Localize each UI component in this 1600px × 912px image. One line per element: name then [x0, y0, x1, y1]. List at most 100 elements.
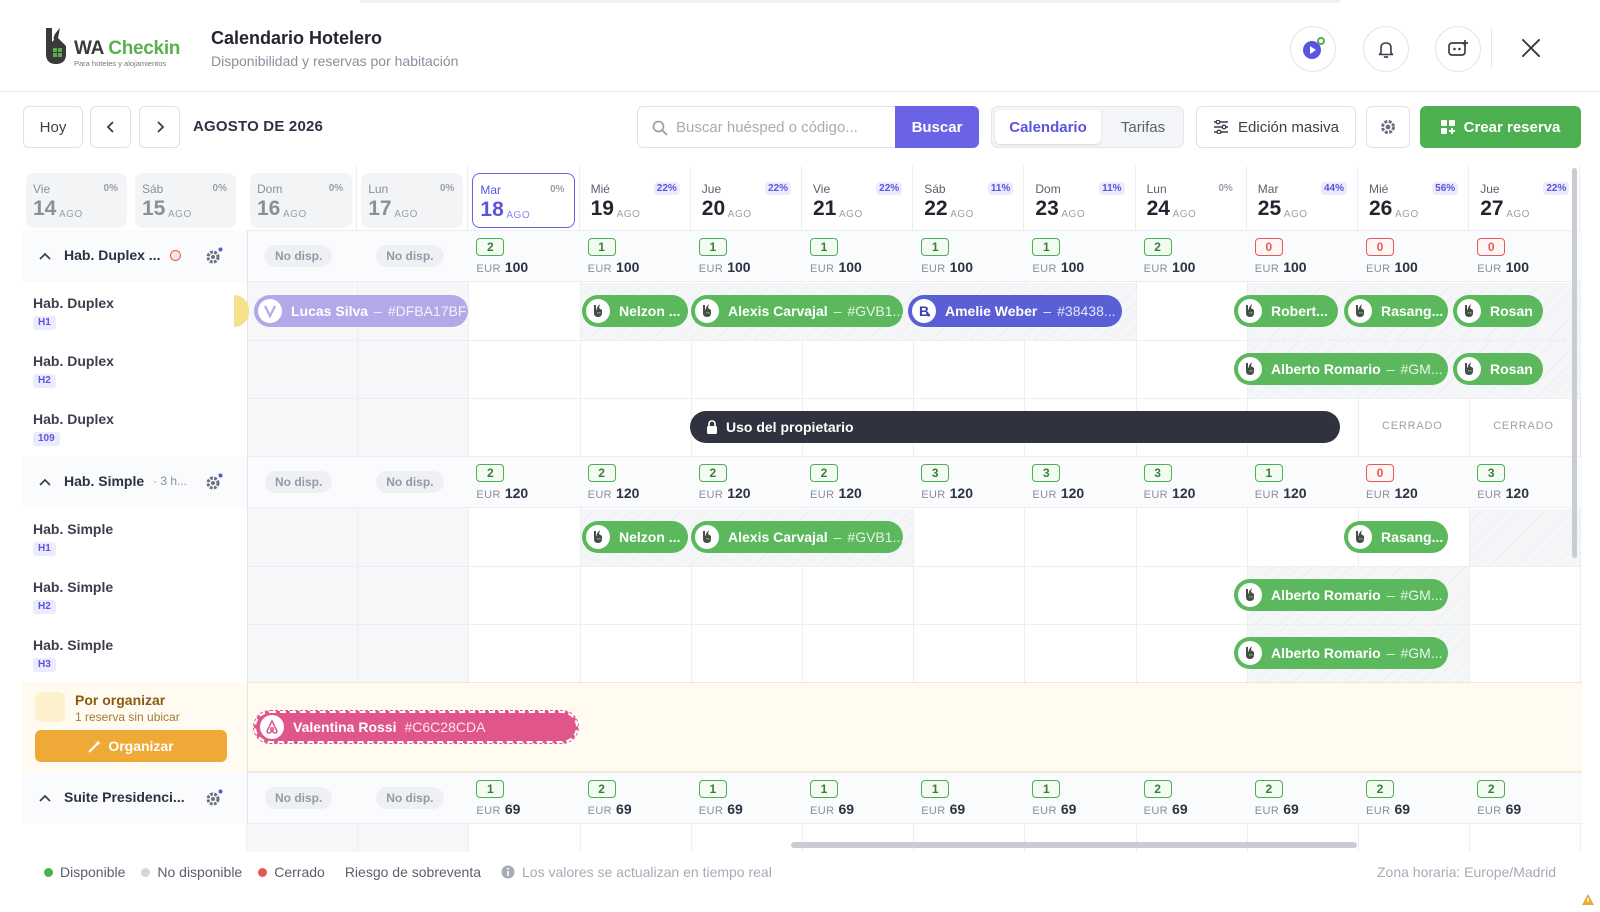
rate-cell[interactable]: EUR 69 — [476, 801, 520, 819]
availability-count[interactable]: 1 — [698, 780, 727, 798]
availability-count[interactable]: 2 — [810, 464, 838, 482]
notifications-button[interactable] — [1363, 26, 1409, 72]
bulk-edit-button[interactable]: Edición masiva — [1196, 106, 1356, 148]
rate-cell[interactable]: EUR 100 — [921, 259, 973, 277]
search-button[interactable]: Buscar — [895, 106, 979, 148]
availability-count[interactable]: 0 — [1366, 238, 1394, 256]
create-booking-button[interactable]: Crear reserva — [1420, 106, 1581, 148]
availability-count[interactable]: 2 — [476, 464, 505, 482]
availability-count[interactable]: 1 — [921, 238, 950, 256]
availability-count[interactable]: 2 — [1143, 238, 1172, 256]
rate-cell[interactable]: EUR 69 — [1366, 801, 1410, 819]
rate-cell[interactable]: EUR 100 — [1144, 259, 1196, 277]
availability-count[interactable]: 3 — [921, 464, 950, 482]
room-settings-icon[interactable] — [204, 246, 224, 266]
next-month-button[interactable] — [139, 106, 180, 148]
availability-count[interactable]: 0 — [1254, 238, 1283, 256]
booking-pill[interactable]: Alberto Romario – #GM... — [1234, 579, 1448, 611]
rate-cell[interactable]: EUR 120 — [1144, 485, 1196, 503]
rate-cell[interactable]: EUR 69 — [1032, 801, 1076, 819]
support-chat-button[interactable] — [1435, 26, 1481, 72]
rate-cell[interactable]: EUR 69 — [810, 801, 854, 819]
prev-month-button[interactable] — [90, 106, 131, 148]
rate-cell[interactable]: EUR 120 — [699, 485, 751, 503]
availability-count[interactable]: 1 — [810, 780, 838, 798]
availability-count[interactable]: 2 — [1254, 780, 1283, 798]
search-input[interactable] — [676, 107, 886, 147]
unassigned-booking-pill[interactable]: Valentina Rossi #C6C28CDA — [253, 710, 579, 744]
room-settings-icon[interactable] — [204, 472, 224, 492]
room-settings-icon[interactable] — [204, 788, 224, 808]
availability-count[interactable]: 1 — [698, 238, 727, 256]
availability-count[interactable]: 3 — [1143, 464, 1172, 482]
today-button[interactable]: Hoy — [23, 106, 83, 148]
rate-cell[interactable]: EUR 100 — [1032, 259, 1084, 277]
booking-pill[interactable]: Rasang... — [1344, 521, 1448, 553]
play-button[interactable] — [1290, 26, 1336, 72]
organize-button[interactable]: Organizar — [35, 730, 227, 762]
booking-pill[interactable]: Alexis Carvajal – #GVB1... — [691, 521, 903, 553]
rate-cell[interactable]: EUR 100 — [1255, 259, 1307, 277]
availability-count[interactable]: 3 — [1032, 464, 1061, 482]
rate-cell[interactable]: EUR 69 — [1477, 801, 1521, 819]
rate-cell[interactable]: EUR 100 — [476, 259, 528, 277]
tab-calendar[interactable]: Calendario — [995, 110, 1101, 144]
chevron-up-icon[interactable] — [39, 477, 51, 487]
rate-cell[interactable]: EUR 120 — [1366, 485, 1418, 503]
availability-count[interactable]: 1 — [810, 238, 838, 256]
rate-cell[interactable]: EUR 100 — [1366, 259, 1418, 277]
booking-pill[interactable]: Nelzon ... — [582, 521, 688, 553]
tab-rates[interactable]: Tarifas — [1120, 118, 1166, 136]
vertical-scrollbar[interactable] — [1572, 168, 1577, 558]
booking-pill[interactable]: Robert... — [1234, 295, 1338, 327]
rate-cell[interactable]: EUR 100 — [1477, 259, 1529, 277]
rate-cell[interactable]: EUR 120 — [1255, 485, 1307, 503]
booking-pill[interactable]: Alberto Romario – #GM... — [1234, 637, 1448, 669]
availability-count[interactable]: 1 — [1254, 464, 1283, 482]
rate-cell[interactable]: EUR 69 — [921, 801, 965, 819]
rate-cell[interactable]: EUR 120 — [1032, 485, 1084, 503]
booking-pill-partial[interactable] — [234, 295, 249, 327]
availability-count[interactable]: 2 — [1366, 780, 1394, 798]
booking-pill[interactable]: Rasang... — [1344, 295, 1448, 327]
rate-cell[interactable]: EUR 100 — [588, 259, 640, 277]
horizontal-scrollbar[interactable] — [791, 842, 1357, 848]
availability-count[interactable]: 2 — [587, 780, 616, 798]
rate-cell[interactable]: EUR 120 — [1477, 485, 1529, 503]
rate-cell[interactable]: EUR 69 — [1144, 801, 1188, 819]
availability-count[interactable]: 1 — [587, 238, 616, 256]
owner-use-block[interactable]: Uso del propietario — [690, 411, 1340, 443]
availability-count[interactable]: 1 — [476, 780, 505, 798]
rate-cell[interactable]: EUR 69 — [588, 801, 632, 819]
booking-pill[interactable]: Alberto Romario – #GM... — [1234, 353, 1448, 385]
rate-cell[interactable]: EUR 100 — [699, 259, 751, 277]
availability-count[interactable]: 0 — [1477, 238, 1506, 256]
availability-count[interactable]: 2 — [587, 464, 616, 482]
booking-pill[interactable]: B Amelie Weber – #38438... — [908, 295, 1122, 327]
availability-count[interactable]: 1 — [1032, 780, 1061, 798]
rate-cell[interactable]: EUR 120 — [921, 485, 973, 503]
availability-count[interactable]: 2 — [1143, 780, 1172, 798]
close-button[interactable] — [1516, 33, 1546, 63]
availability-count[interactable]: 1 — [1032, 238, 1061, 256]
chevron-up-icon[interactable] — [39, 251, 51, 261]
availability-count[interactable]: 1 — [921, 780, 950, 798]
rate-cell[interactable]: EUR 120 — [476, 485, 528, 503]
rate-cell[interactable]: EUR 69 — [699, 801, 743, 819]
rate-cell[interactable]: EUR 69 — [1255, 801, 1299, 819]
booking-pill[interactable]: Alexis Carvajal – #GVB1... — [691, 295, 903, 327]
availability-count[interactable]: 2 — [1477, 780, 1506, 798]
availability-count[interactable]: 0 — [1366, 464, 1394, 482]
booking-pill[interactable]: Rosan — [1453, 353, 1543, 385]
booking-pill[interactable]: Rosan — [1453, 295, 1543, 327]
rate-cell[interactable]: EUR 120 — [588, 485, 640, 503]
drag-handle[interactable] — [360, 0, 1340, 3]
availability-count[interactable]: 3 — [1477, 464, 1506, 482]
settings-button[interactable] — [1366, 106, 1410, 148]
rate-cell[interactable]: EUR 100 — [810, 259, 862, 277]
booking-pill[interactable]: Lucas Silva – #DFBA17BF — [254, 295, 468, 327]
availability-count[interactable]: 2 — [698, 464, 727, 482]
rate-cell[interactable]: EUR 120 — [810, 485, 862, 503]
availability-count[interactable]: 2 — [476, 238, 505, 256]
booking-pill[interactable]: Nelzon ... — [582, 295, 688, 327]
